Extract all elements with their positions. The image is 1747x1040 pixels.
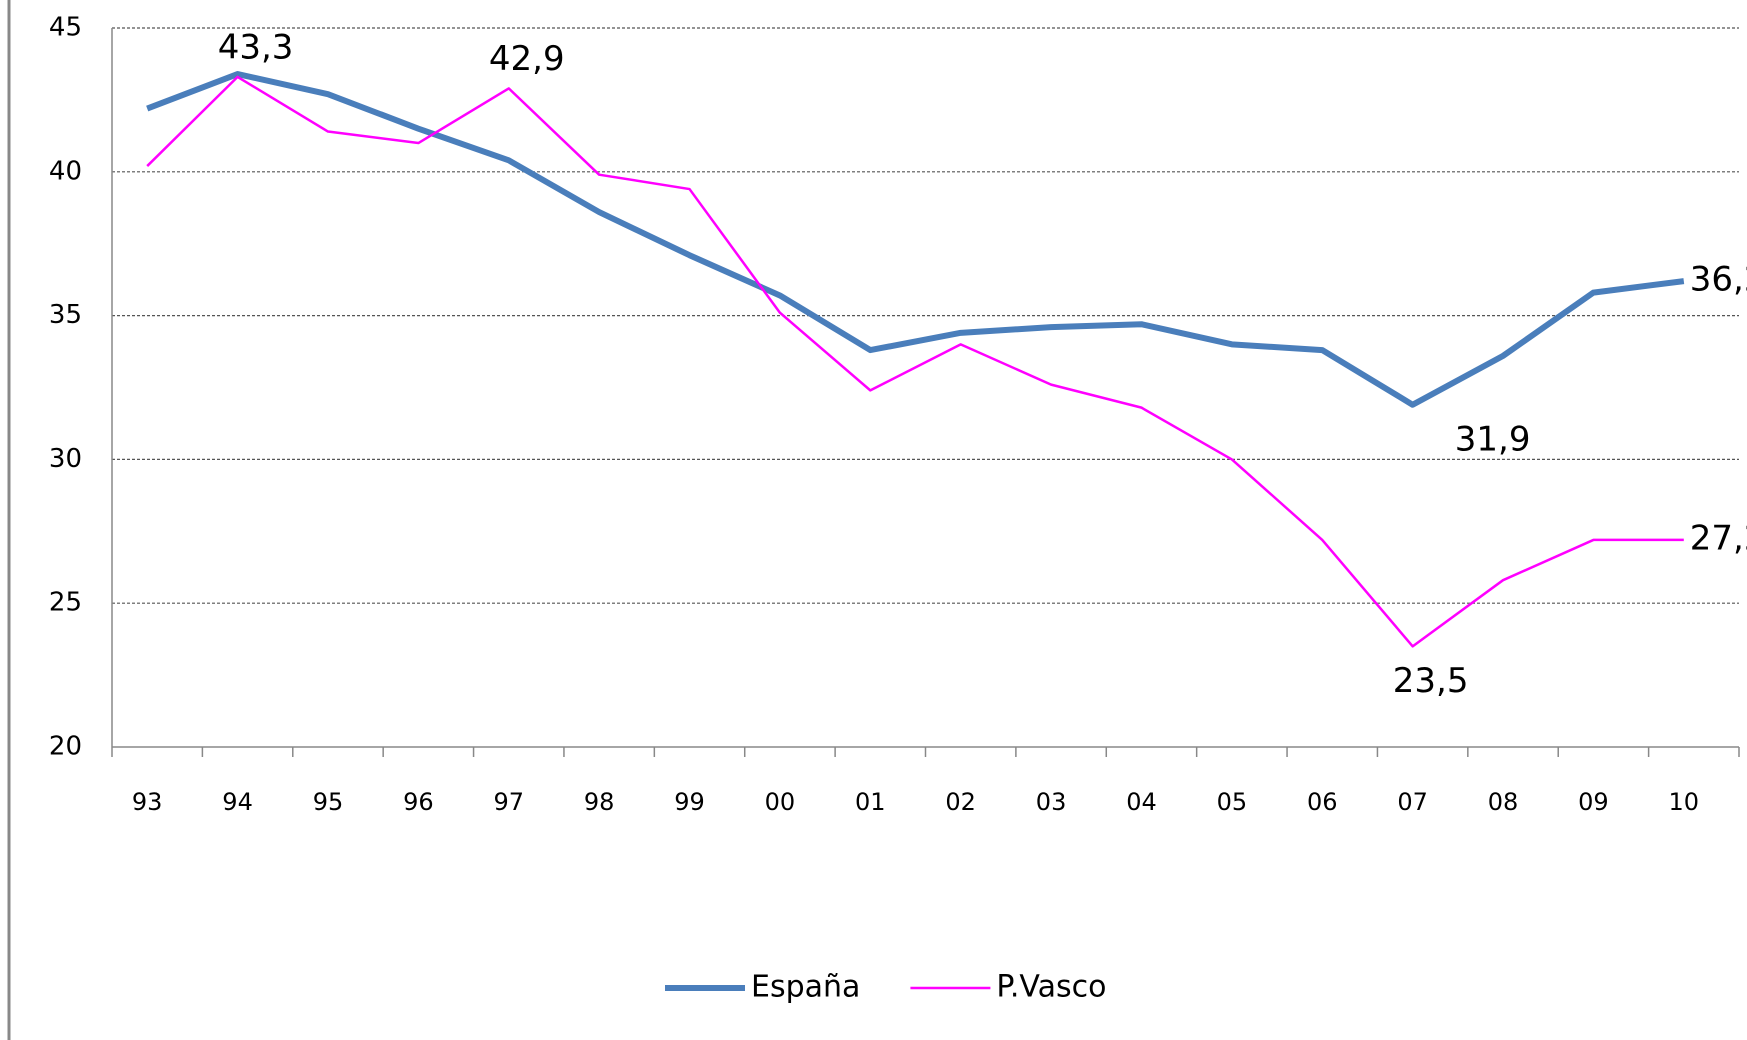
x-tick-label: 04: [1126, 788, 1157, 816]
y-tick-label: 40: [49, 156, 82, 186]
x-tick-label: 08: [1488, 788, 1519, 816]
series-line: [146, 71, 1685, 408]
data-label: 43,3: [218, 27, 294, 67]
legend-label: España: [751, 970, 860, 1005]
data-label: 36,2: [1690, 260, 1747, 300]
data-label: 31,9: [1455, 419, 1531, 459]
x-tick-label: 96: [403, 788, 434, 816]
data-label: 23,5: [1393, 661, 1469, 701]
y-tick-label: 35: [49, 300, 82, 330]
series-line: [146, 75, 1684, 648]
y-tick-label: 20: [49, 732, 82, 762]
data-label: 42,9: [489, 39, 565, 79]
x-tick-label: 07: [1397, 788, 1428, 816]
x-tick-label: 97: [493, 788, 524, 816]
x-tick-label: 06: [1307, 788, 1338, 816]
x-tick-label: 10: [1669, 788, 1700, 816]
x-tick-label: 95: [313, 788, 344, 816]
x-tick-label: 03: [1036, 788, 1067, 816]
y-tick-label: 30: [49, 444, 82, 474]
x-tick-label: 00: [765, 788, 796, 816]
x-tick-label: 05: [1217, 788, 1248, 816]
y-tick-label: 45: [49, 13, 82, 43]
x-tick-label: 93: [132, 788, 163, 816]
x-tick-label: 01: [855, 788, 886, 816]
legend-label: P.Vasco: [996, 970, 1106, 1005]
x-tick-label: 98: [584, 788, 615, 816]
y-tick-label: 25: [49, 588, 82, 618]
x-tick-label: 02: [945, 788, 976, 816]
x-tick-label: 99: [674, 788, 705, 816]
data-label: 27,2: [1690, 518, 1747, 558]
x-tick-label: 09: [1578, 788, 1609, 816]
x-tick-label: 94: [222, 788, 253, 816]
